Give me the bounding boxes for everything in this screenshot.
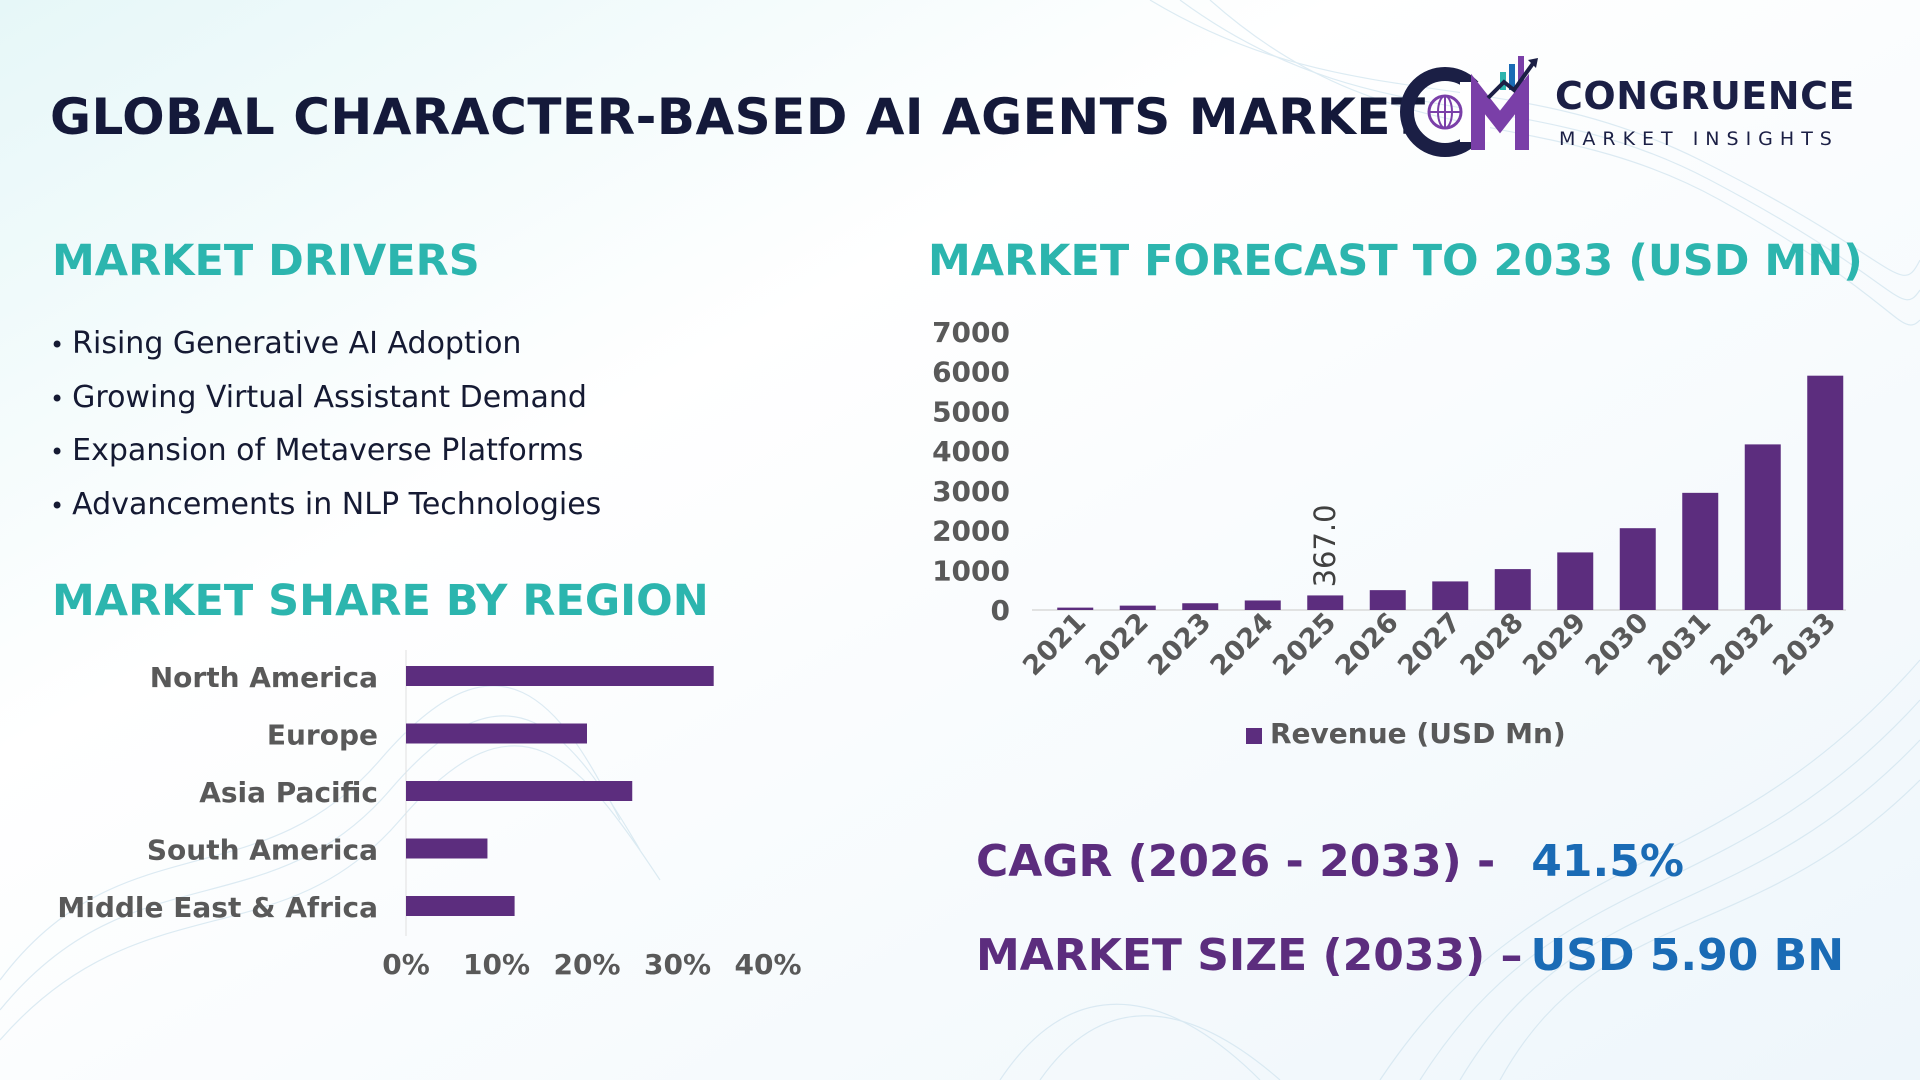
tick-label: 2029 xyxy=(1517,607,1592,682)
tick-label: 20% xyxy=(553,948,620,981)
bar xyxy=(1244,600,1281,610)
logo-name: CONGRUENCE xyxy=(1555,74,1855,118)
market-size-value: USD 5.90 BN xyxy=(1530,930,1845,981)
tick-label: 2031 xyxy=(1642,607,1717,682)
market-size-label: MARKET SIZE (2033) – xyxy=(976,930,1523,981)
tick-label: 7000 xyxy=(932,316,1010,349)
tick-label: 2025 xyxy=(1267,607,1342,682)
list-item: • Rising Generative AI Adoption xyxy=(50,324,601,378)
tick-label: 6000 xyxy=(932,356,1010,389)
category-label: Middle East & Africa xyxy=(57,891,378,924)
bar xyxy=(406,838,488,859)
category-label: South America xyxy=(147,834,378,867)
tick-label: 2033 xyxy=(1767,607,1842,682)
cagr-label: CAGR (2026 - 2033) - xyxy=(976,836,1496,887)
bar xyxy=(406,896,515,916)
logo-mark-icon xyxy=(1400,56,1538,157)
region-share-chart: North America Europe Asia Pacific South Ame… xyxy=(57,650,802,981)
list-item: • Advancements in NLP Technologies xyxy=(50,485,601,539)
cagr-value: 41.5% xyxy=(1531,836,1684,887)
bar xyxy=(406,666,714,686)
bar xyxy=(1619,528,1656,610)
bullet-icon: • xyxy=(50,331,65,359)
category-label: North America xyxy=(150,661,378,694)
driver-label: Expansion of Metaverse Platforms xyxy=(72,433,584,468)
tick-label: 2023 xyxy=(1142,607,1217,682)
list-item: • Growing Virtual Assistant Demand xyxy=(50,378,601,432)
tick-label: 0% xyxy=(382,948,430,981)
driver-label: Rising Generative AI Adoption xyxy=(72,326,522,361)
region-heading: MARKET SHARE BY REGION xyxy=(52,576,709,626)
bar xyxy=(1182,603,1219,610)
legend-label: Revenue (USD Mn) xyxy=(1270,717,1566,750)
tick-label: 2026 xyxy=(1330,607,1405,682)
tick-label: 2027 xyxy=(1392,607,1467,682)
tick-label: 3000 xyxy=(932,475,1010,508)
tick-label: 2030 xyxy=(1580,607,1655,682)
bar xyxy=(406,781,633,801)
category-label: Europe xyxy=(267,719,378,752)
legend-swatch xyxy=(1246,728,1262,744)
tick-label: 2000 xyxy=(932,515,1010,548)
category-label: Asia Pacific xyxy=(199,776,378,809)
page-title: GLOBAL CHARACTER-BASED AI AGENTS MARKET xyxy=(50,88,1426,146)
company-logo: CONGRUENCE MARKET INSIGHTS xyxy=(1400,52,1900,162)
list-item: • Expansion of Metaverse Platforms xyxy=(50,431,601,485)
drivers-heading: MARKET DRIVERS xyxy=(52,236,480,286)
driver-label: Growing Virtual Assistant Demand xyxy=(72,379,587,415)
cagr-row: CAGR (2026 - 2033) - 41.5% xyxy=(976,836,1684,887)
tick-label: 2024 xyxy=(1205,607,1280,682)
bar xyxy=(1682,492,1719,610)
tick-label: 2022 xyxy=(1080,607,1155,682)
tick-label: 2032 xyxy=(1705,607,1780,682)
bar xyxy=(1494,569,1531,610)
bar xyxy=(406,723,587,744)
bar xyxy=(1557,552,1594,610)
bullet-icon: • xyxy=(50,384,65,413)
forecast-chart: 0100020003000400050006000700020212022202… xyxy=(932,316,1846,750)
tick-label: 1000 xyxy=(932,554,1010,587)
bullet-icon: • xyxy=(50,438,65,466)
bar xyxy=(1119,605,1156,610)
data-label: 367.0 xyxy=(1308,504,1342,587)
tick-label: 4000 xyxy=(932,435,1010,468)
bar xyxy=(1369,590,1406,610)
driver-label: Advancements in NLP Technologies xyxy=(72,486,602,522)
bar xyxy=(1744,444,1781,610)
tick-label: 5000 xyxy=(932,395,1010,428)
drivers-list: • Rising Generative AI Adoption • Growing … xyxy=(50,324,601,538)
tick-label: 30% xyxy=(644,948,711,981)
logo-tagline: MARKET INSIGHTS xyxy=(1559,128,1839,150)
bar xyxy=(1057,607,1094,610)
tick-label: 0 xyxy=(991,594,1010,627)
tick-label: 2021 xyxy=(1017,607,1092,682)
bar xyxy=(1307,595,1344,610)
tick-label: 2028 xyxy=(1455,607,1530,682)
forecast-heading: MARKET FORECAST TO 2033 (USD MN) xyxy=(928,236,1863,286)
tick-label: 40% xyxy=(734,948,801,981)
bullet-icon: • xyxy=(50,491,65,520)
market-size-row: MARKET SIZE (2033) – USD 5.90 BN xyxy=(976,930,1844,981)
bar xyxy=(1432,581,1469,610)
bar xyxy=(1807,375,1844,610)
tick-label: 10% xyxy=(463,948,530,981)
